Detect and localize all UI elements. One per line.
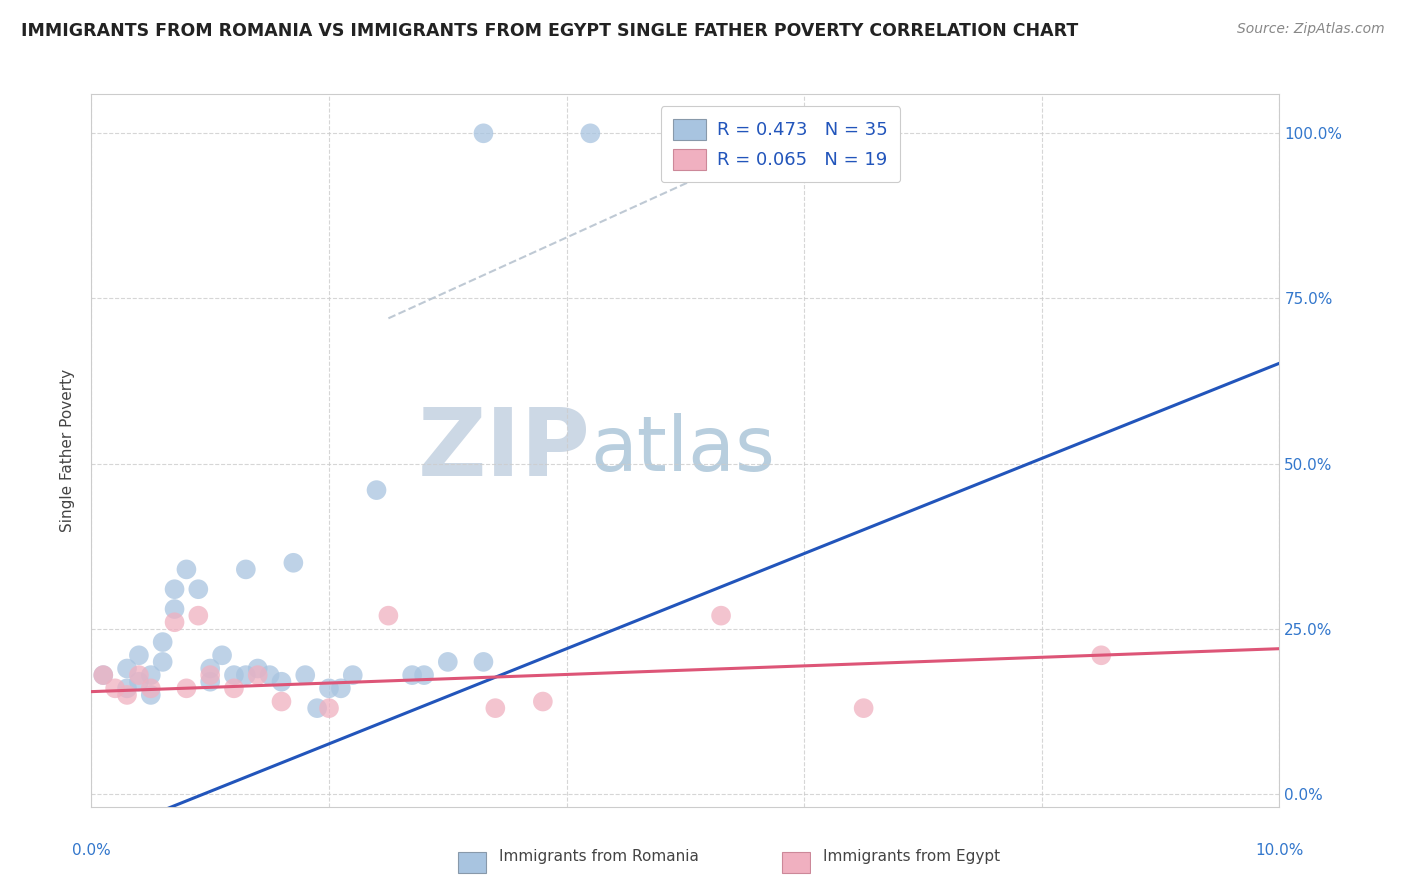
Point [377,608,399,623]
Bar [458,852,486,873]
Point [91,668,114,682]
Point [152,635,174,649]
Point [401,668,423,682]
Point [246,661,269,675]
Bar [782,852,810,873]
Point [139,681,162,696]
Text: 0.0%: 0.0% [72,843,111,858]
Point [484,701,506,715]
Point [163,582,186,597]
Point [139,668,162,682]
Text: 10.0%: 10.0% [1256,843,1303,858]
Point [115,688,138,702]
Point [366,483,388,497]
Point [413,668,436,682]
Text: atlas: atlas [591,414,775,487]
Point [104,681,127,696]
Point [579,126,602,140]
Point [128,648,150,663]
Point [187,582,209,597]
Point [472,655,495,669]
Point [176,562,198,576]
Point [222,681,245,696]
Point [531,694,554,708]
Text: ZIP: ZIP [418,404,591,497]
Point [318,701,340,715]
Point [852,701,875,715]
Text: Immigrants from Romania: Immigrants from Romania [499,849,699,863]
Text: Immigrants from Egypt: Immigrants from Egypt [823,849,1000,863]
Point [222,668,245,682]
Y-axis label: Single Father Poverty: Single Father Poverty [60,369,76,532]
Point [342,668,364,682]
Point [246,668,269,682]
Point [163,602,186,616]
Point [200,674,222,689]
Text: IMMIGRANTS FROM ROMANIA VS IMMIGRANTS FROM EGYPT SINGLE FATHER POVERTY CORRELATI: IMMIGRANTS FROM ROMANIA VS IMMIGRANTS FR… [21,22,1078,40]
Point [270,694,292,708]
Point [139,688,162,702]
Point [128,674,150,689]
Point [710,608,733,623]
Legend: R = 0.473   N = 35, R = 0.065   N = 19: R = 0.473 N = 35, R = 0.065 N = 19 [661,106,900,182]
Point [294,668,316,682]
Point [91,668,114,682]
Point [163,615,186,630]
Text: Source: ZipAtlas.com: Source: ZipAtlas.com [1237,22,1385,37]
Point [200,661,222,675]
Point [128,668,150,682]
Point [200,668,222,682]
Point [270,674,292,689]
Point [152,655,174,669]
Point [283,556,305,570]
Point [211,648,233,663]
Point [318,681,340,696]
Point [329,681,352,696]
Point [472,126,495,140]
Point [235,562,257,576]
Point [176,681,198,696]
Point [1090,648,1112,663]
Point [235,668,257,682]
Point [259,668,281,682]
Point [115,661,138,675]
Point [115,681,138,696]
Point [307,701,329,715]
Point [436,655,458,669]
Point [187,608,209,623]
